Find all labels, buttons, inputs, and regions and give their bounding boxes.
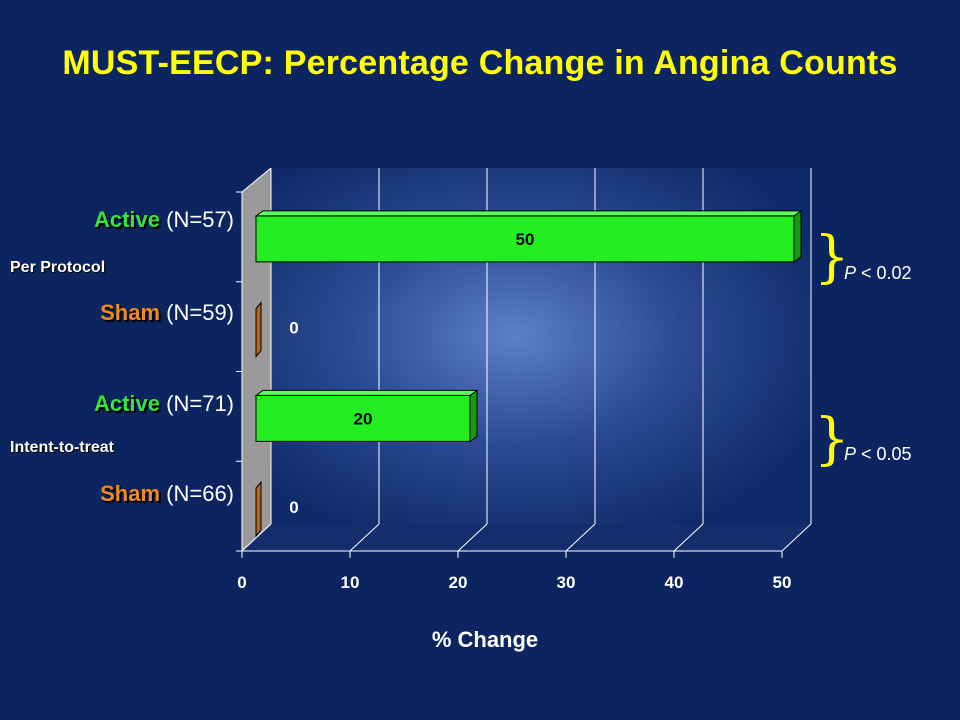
bar-side	[793, 209, 802, 263]
bar-top	[254, 389, 479, 396]
brace-icon: }	[814, 407, 850, 472]
bar-2: 0	[255, 301, 299, 359]
p-value-intent-to-treat: P < 0.05	[844, 444, 912, 464]
side-wall	[242, 168, 271, 551]
gridline	[241, 523, 272, 552]
category-label-active-pp: Active (N=57)	[0, 207, 234, 233]
bar-side	[469, 389, 478, 443]
gridline	[781, 523, 812, 552]
gridline	[673, 523, 704, 552]
data-label: 0	[289, 319, 298, 338]
category-group: Active	[93, 391, 161, 416]
gridline	[565, 523, 596, 552]
x-tick-label: 50	[773, 573, 792, 592]
data-label: 50	[516, 230, 535, 249]
category-label-sham-pp: Sham (N=59)	[0, 300, 234, 326]
x-tick-label: 30	[557, 573, 576, 592]
x-tick-label: 10	[341, 573, 360, 592]
x-tick-label: 0	[237, 573, 246, 592]
x-tick-label: 40	[665, 573, 684, 592]
category-n: (N=57)	[166, 207, 234, 232]
gridline	[349, 523, 380, 552]
bar-1: 50	[254, 209, 803, 263]
group-label-per-protocol: Per Protocol	[10, 259, 106, 276]
bar	[255, 301, 262, 359]
bar-top	[254, 210, 803, 217]
data-label: 0	[289, 498, 298, 517]
category-n: (N=59)	[166, 300, 234, 325]
bar	[255, 394, 471, 442]
bar-3: 20	[254, 389, 479, 443]
category-label-sham-itt: Sham (N=66)	[0, 481, 234, 507]
data-label: 20	[354, 409, 373, 428]
plot-floor	[242, 524, 811, 551]
category-group: Active	[93, 207, 161, 232]
gridline	[457, 523, 488, 552]
p-value-per-protocol: P < 0.02	[844, 263, 912, 283]
category-label-active-itt: Active (N=71)	[0, 391, 234, 417]
category-n: (N=66)	[166, 481, 234, 506]
category-n: (N=71)	[166, 391, 234, 416]
category-group: Sham	[100, 481, 161, 506]
group-label-intent-to-treat: Intent-to-treat	[10, 439, 114, 456]
x-axis-label: % Change	[431, 627, 539, 652]
bar-4: 0	[255, 480, 299, 538]
brace-icon: }	[814, 225, 850, 290]
category-group: Sham	[100, 300, 161, 325]
chart-title: MUST-EECP: Percentage Change in Angina C…	[62, 44, 898, 82]
bar	[255, 215, 795, 263]
x-tick-label: 20	[449, 573, 468, 592]
bar	[255, 480, 262, 538]
